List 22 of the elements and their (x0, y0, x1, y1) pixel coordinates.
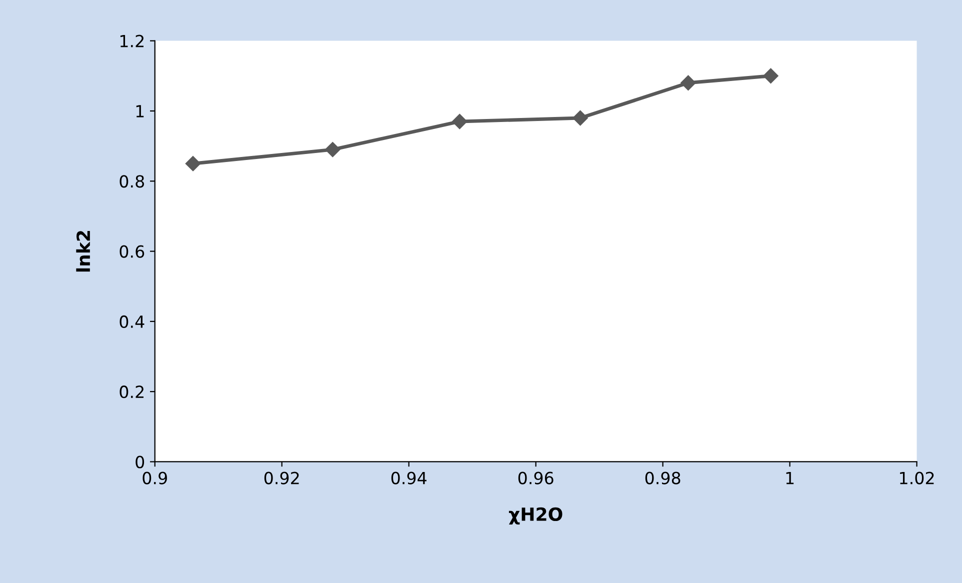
x-tick-label: 1.02 (900, 472, 934, 484)
x-tick-label: 1 (786, 472, 794, 484)
point (325, 142, 340, 158)
y-tick-label: 1.2 (120, 34, 144, 48)
y-tick-label: 0.4 (120, 315, 144, 328)
y-tick-label: 0.2 (120, 386, 144, 398)
y-tick-label: 0 (136, 456, 144, 468)
x-tick-label: 0.94 (391, 472, 426, 484)
y-tick-label: 1 (136, 105, 144, 118)
point (185, 156, 201, 172)
x-tick-label: 0.92 (264, 472, 299, 484)
y-axis-title: lnk2 (76, 231, 90, 272)
x-tick-label: 0.96 (518, 472, 554, 484)
x-tick-label: 0.9 (142, 472, 167, 484)
point (452, 114, 468, 130)
y-tick-label: 0.6 (120, 245, 144, 258)
x-tick-label: 0.98 (645, 472, 680, 484)
point (572, 110, 588, 126)
point (680, 75, 696, 90)
x-axis-title: χH2O (508, 507, 562, 525)
y-tick-label: 0.8 (120, 175, 144, 188)
point (763, 68, 778, 84)
